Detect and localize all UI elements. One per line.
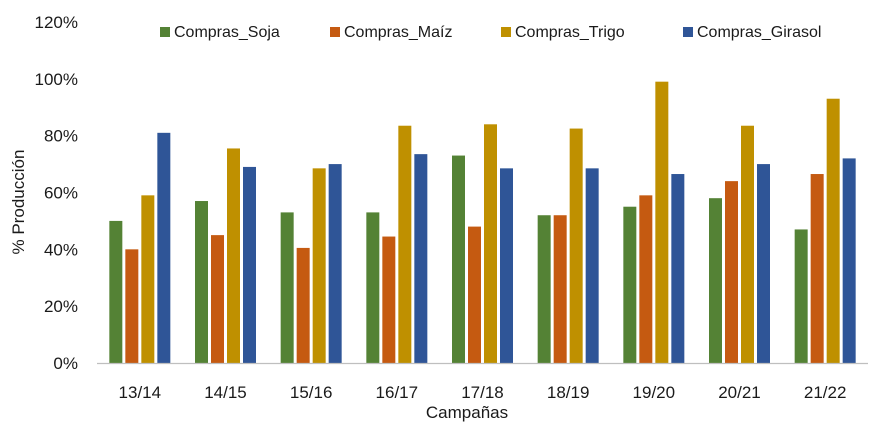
y-axis: 0% 20% 40% 60% 80% 100% 120% [35, 13, 78, 373]
y-tick-label: 80% [44, 127, 78, 146]
bar-compras-soja-13-14 [109, 220, 123, 363]
bar-compras-girasol-16-17 [414, 154, 428, 363]
bar-compras-girasol-14-15 [243, 166, 256, 363]
x-tick-label: 18/19 [547, 383, 590, 402]
bar-compras-soja-18-19 [537, 215, 551, 363]
bar-compras-girasol-20-21 [757, 164, 770, 363]
bar-compras-trigo-16-17 [398, 125, 412, 364]
legend-label: Compras_Maíz [344, 24, 452, 41]
y-tick-label: 100% [35, 70, 78, 89]
bar-compras-girasol-19-20 [671, 174, 685, 363]
bar-compras-soja-20-21 [709, 198, 722, 363]
bar-compras-trigo-14-15 [227, 148, 240, 363]
bar-compras-soja-19-20 [623, 206, 637, 363]
bar-compras-ma-z-13-14 [125, 249, 139, 363]
y-tick-label: 0% [53, 354, 78, 373]
bar-compras-ma-z-15-16 [296, 247, 310, 363]
bar-compras-trigo-13-14 [141, 195, 155, 363]
x-tick-label: 15/16 [290, 383, 333, 402]
x-tick-label: 13/14 [119, 383, 162, 402]
bars [109, 81, 856, 364]
bar-compras-ma-z-21-22 [810, 174, 824, 363]
legend-swatch [683, 27, 693, 37]
y-tick-label: 60% [44, 184, 78, 203]
bar-compras-soja-14-15 [195, 201, 208, 363]
bar-compras-trigo-18-19 [569, 128, 583, 363]
bar-compras-trigo-20-21 [741, 125, 754, 364]
x-tick-label: 17/18 [461, 383, 504, 402]
bar-compras-trigo-21-22 [826, 98, 840, 363]
legend-swatch [160, 27, 170, 37]
bar-compras-trigo-19-20 [655, 81, 669, 364]
bar-compras-ma-z-20-21 [725, 181, 738, 363]
bar-compras-ma-z-18-19 [553, 215, 567, 363]
y-tick-label: 40% [44, 240, 78, 259]
legend-swatch [501, 27, 511, 37]
x-axis: 13/14 14/15 15/16 16/17 17/18 18/19 19/20 20/21… [97, 362, 868, 402]
x-tick-label: 16/17 [376, 383, 419, 402]
bar-compras-girasol-13-14 [157, 132, 171, 363]
bar-compras-girasol-15-16 [328, 164, 342, 363]
bar-compras-trigo-15-16 [312, 168, 326, 363]
bar-compras-girasol-21-22 [842, 158, 856, 363]
bar-compras-ma-z-17-18 [468, 226, 481, 363]
bar-compras-girasol-18-19 [585, 168, 599, 363]
bar-compras-ma-z-16-17 [382, 236, 396, 363]
bar-compras-soja-15-16 [280, 212, 294, 363]
bar-compras-soja-17-18 [452, 155, 465, 363]
legend-swatch [330, 27, 340, 37]
legend-label: Compras_Soja [174, 24, 280, 41]
legend-label: Compras_Girasol [697, 24, 821, 41]
x-tick-label: 19/20 [633, 383, 676, 402]
bar-compras-soja-16-17 [366, 212, 380, 363]
legend: Compras_Soja Compras_Maíz Compras_Trigo Com… [160, 24, 821, 41]
x-tick-label: 20/21 [718, 383, 761, 402]
x-tick-label: 21/22 [804, 383, 847, 402]
y-tick-label: 120% [35, 13, 78, 32]
bar-compras-ma-z-19-20 [639, 195, 653, 363]
legend-label: Compras_Trigo [515, 24, 625, 41]
y-tick-label: 20% [44, 297, 78, 316]
bar-compras-girasol-17-18 [500, 168, 513, 363]
x-axis-title: Campañas [426, 403, 508, 422]
bar-compras-trigo-17-18 [484, 124, 497, 363]
x-tick-label: 14/15 [204, 383, 247, 402]
bar-compras-soja-21-22 [794, 229, 808, 363]
y-axis-title: % Producción [9, 150, 28, 255]
bar-compras-ma-z-14-15 [211, 235, 224, 363]
